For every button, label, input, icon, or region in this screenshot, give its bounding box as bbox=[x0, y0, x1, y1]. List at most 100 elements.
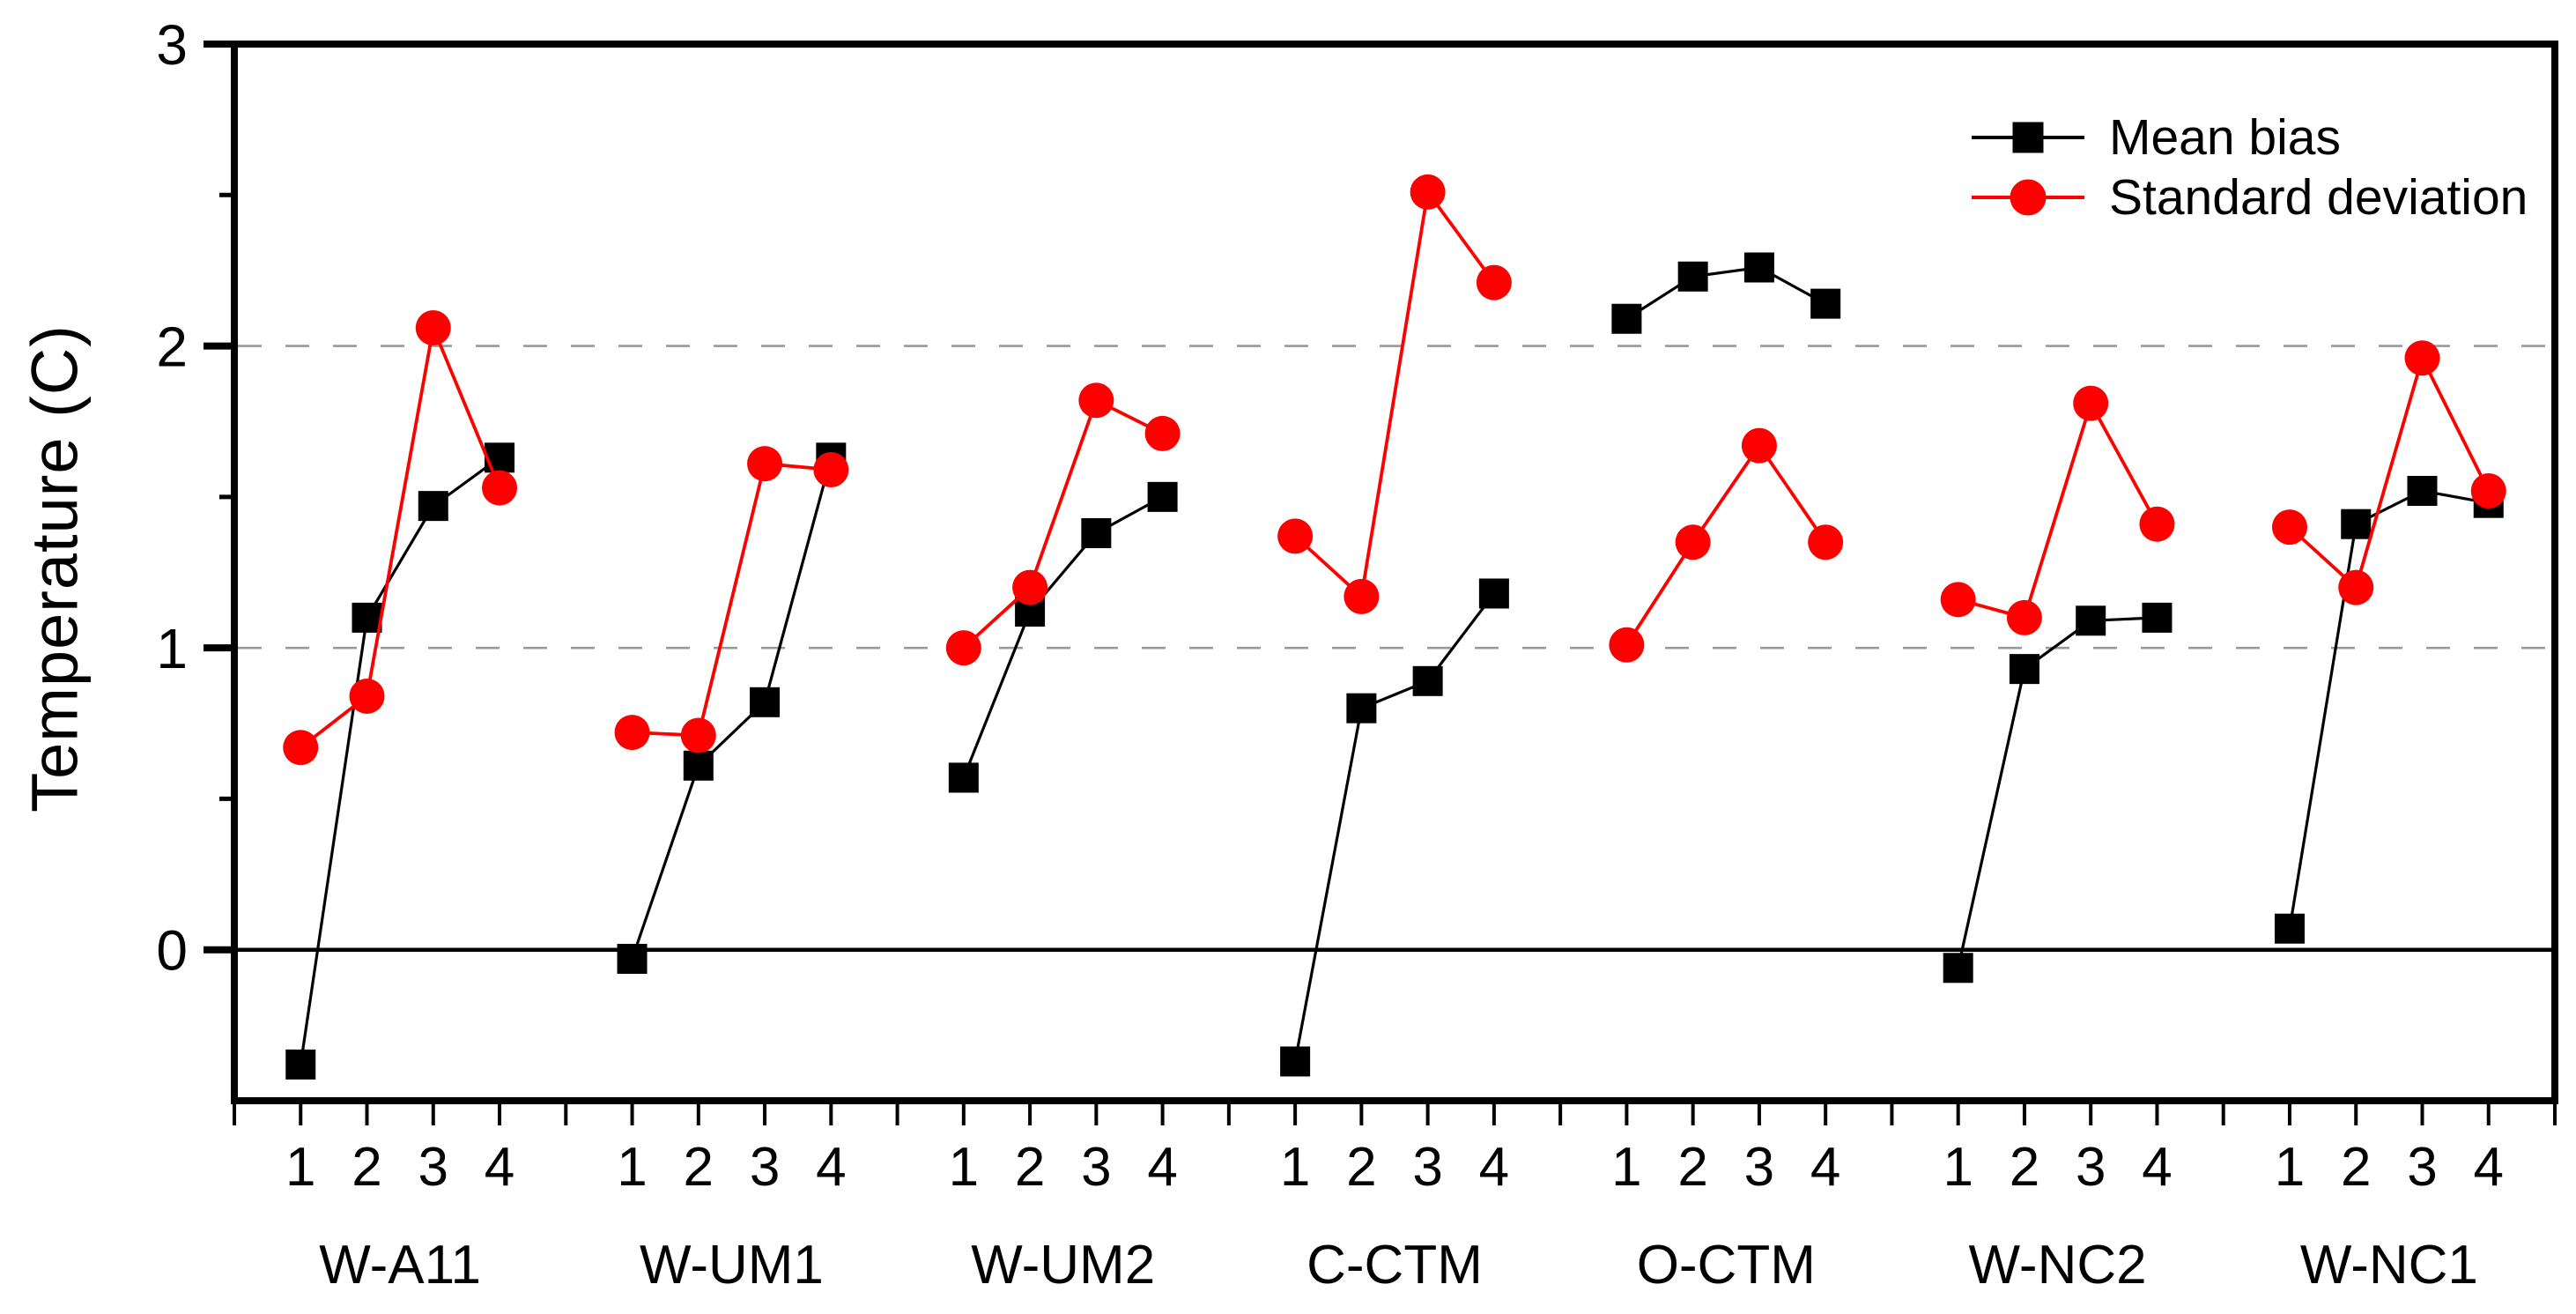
plot-frame bbox=[231, 41, 2558, 1104]
x-point-label: 1 bbox=[949, 1137, 979, 1198]
standard-deviation-marker bbox=[2404, 340, 2440, 376]
standard-deviation-marker bbox=[2271, 509, 2307, 546]
x-point-label: 3 bbox=[1081, 1137, 1111, 1198]
mean-bias-marker bbox=[1280, 1046, 1311, 1077]
mean-bias-marker bbox=[2142, 602, 2173, 633]
y-tick-label-0: 0 bbox=[156, 919, 188, 983]
standard-deviation-marker bbox=[1741, 427, 1777, 464]
mean-bias-legend-square-icon bbox=[2012, 122, 2044, 153]
standard-deviation-marker bbox=[1609, 627, 1645, 663]
x-point-label: 1 bbox=[1943, 1137, 1973, 1198]
mean-bias-line bbox=[631, 457, 833, 960]
mean-bias-marker bbox=[2341, 509, 2372, 539]
x-point-label: 4 bbox=[1810, 1137, 1840, 1198]
group-label-C-CTM: C-CTM bbox=[1307, 1235, 1483, 1295]
standard-deviation-marker bbox=[2139, 506, 2175, 542]
x-point-label: 4 bbox=[816, 1137, 846, 1198]
mean-bias-line bbox=[2288, 489, 2490, 929]
standard-deviation-marker bbox=[1410, 174, 1446, 210]
mean-bias-marker bbox=[1412, 665, 1443, 696]
y-tick-label-1: 1 bbox=[156, 617, 188, 680]
legend-label-mean-bias: Mean bias bbox=[2109, 109, 2341, 166]
legend-label-standard-deviation: Standard deviation bbox=[2109, 169, 2528, 226]
standard-deviation-marker bbox=[2006, 599, 2042, 635]
x-point-label: 2 bbox=[352, 1137, 381, 1198]
x-point-label: 2 bbox=[684, 1137, 714, 1198]
standard-deviation-marker bbox=[482, 470, 518, 506]
x-point-label: 4 bbox=[2474, 1137, 2504, 1198]
x-point-label: 3 bbox=[1412, 1137, 1442, 1198]
x-point-label: 3 bbox=[1744, 1137, 1774, 1198]
mean-bias-marker bbox=[1743, 252, 1774, 283]
mean-bias-marker bbox=[285, 1049, 316, 1080]
x-point-label: 4 bbox=[2142, 1137, 2172, 1198]
x-point-label: 3 bbox=[2076, 1137, 2106, 1198]
x-point-label: 3 bbox=[2407, 1137, 2437, 1198]
mean-bias-marker bbox=[1943, 953, 1973, 984]
standard-deviation-legend-marker-icon bbox=[1972, 176, 2084, 219]
mean-bias-line bbox=[1957, 616, 2158, 969]
standard-deviation-line bbox=[1293, 188, 1496, 600]
standard-deviation-marker bbox=[1344, 578, 1380, 614]
x-point-label: 4 bbox=[1479, 1137, 1509, 1198]
mean-bias-marker bbox=[1810, 288, 1841, 319]
mean-bias-marker bbox=[750, 687, 781, 717]
standard-deviation-marker bbox=[2470, 473, 2506, 509]
standard-deviation-marker bbox=[1144, 415, 1181, 451]
mean-bias-marker bbox=[352, 602, 382, 633]
y-tick-label-2: 2 bbox=[156, 316, 188, 379]
standard-deviation-marker bbox=[1078, 382, 1114, 419]
x-point-label: 4 bbox=[1147, 1137, 1177, 1198]
standard-deviation-line bbox=[1625, 442, 1827, 646]
mean-bias-marker bbox=[1346, 693, 1377, 724]
y-axis-title: Temperature (C) bbox=[18, 324, 92, 813]
legend-entry-standard-deviation: Standard deviation bbox=[1972, 167, 2528, 227]
mean-bias-marker bbox=[418, 491, 448, 522]
standard-deviation-marker bbox=[2073, 385, 2109, 421]
standard-deviation-marker bbox=[1476, 264, 1512, 301]
standard-deviation-marker bbox=[680, 717, 716, 754]
standard-deviation-marker bbox=[415, 310, 451, 346]
standard-deviation-marker bbox=[945, 630, 981, 666]
mean-bias-marker bbox=[683, 750, 714, 781]
mean-bias-marker bbox=[617, 943, 648, 974]
standard-deviation-marker bbox=[1675, 524, 1711, 560]
group-label-W-UM2: W-UM2 bbox=[971, 1235, 1155, 1295]
group-label-W-A11: W-A11 bbox=[319, 1235, 481, 1295]
mean-bias-line bbox=[299, 457, 500, 1065]
y-tick-label-3: 3 bbox=[156, 13, 188, 77]
standard-deviation-marker bbox=[1808, 524, 1844, 560]
group-label-W-NC2: W-NC2 bbox=[1969, 1235, 2147, 1295]
standard-deviation-marker bbox=[1940, 582, 1976, 618]
standard-deviation-line bbox=[632, 462, 832, 738]
x-point-label: 2 bbox=[2010, 1137, 2039, 1198]
standard-deviation-line bbox=[2288, 353, 2491, 591]
x-point-label: 2 bbox=[1677, 1137, 1707, 1198]
mean-bias-line bbox=[1625, 265, 1826, 321]
standard-deviation-marker bbox=[813, 452, 849, 488]
group-label-W-NC1: W-NC1 bbox=[2300, 1235, 2478, 1295]
standard-deviation-line bbox=[300, 322, 501, 749]
standard-deviation-marker bbox=[1012, 569, 1048, 605]
mean-bias-marker bbox=[485, 442, 515, 473]
x-point-label: 1 bbox=[285, 1137, 315, 1198]
x-point-label: 2 bbox=[2341, 1137, 2371, 1198]
mean-bias-marker bbox=[2407, 476, 2438, 507]
x-point-label: 1 bbox=[1280, 1137, 1310, 1198]
mean-bias-line bbox=[962, 495, 1164, 779]
mean-bias-marker bbox=[2009, 654, 2039, 685]
mean-bias-marker bbox=[1611, 303, 1642, 334]
mean-bias-marker bbox=[2274, 913, 2305, 944]
mean-bias-legend-marker-icon bbox=[1972, 116, 2084, 159]
standard-deviation-marker bbox=[283, 730, 319, 766]
x-point-label: 3 bbox=[750, 1137, 780, 1198]
x-point-label: 2 bbox=[1346, 1137, 1376, 1198]
standard-deviation-marker bbox=[614, 715, 650, 751]
group-label-W-UM1: W-UM1 bbox=[640, 1235, 824, 1295]
standard-deviation-marker bbox=[747, 446, 783, 482]
mean-bias-marker bbox=[1478, 578, 1509, 609]
x-point-label: 2 bbox=[1015, 1137, 1045, 1198]
standard-deviation-legend-circle-icon bbox=[2010, 179, 2047, 216]
